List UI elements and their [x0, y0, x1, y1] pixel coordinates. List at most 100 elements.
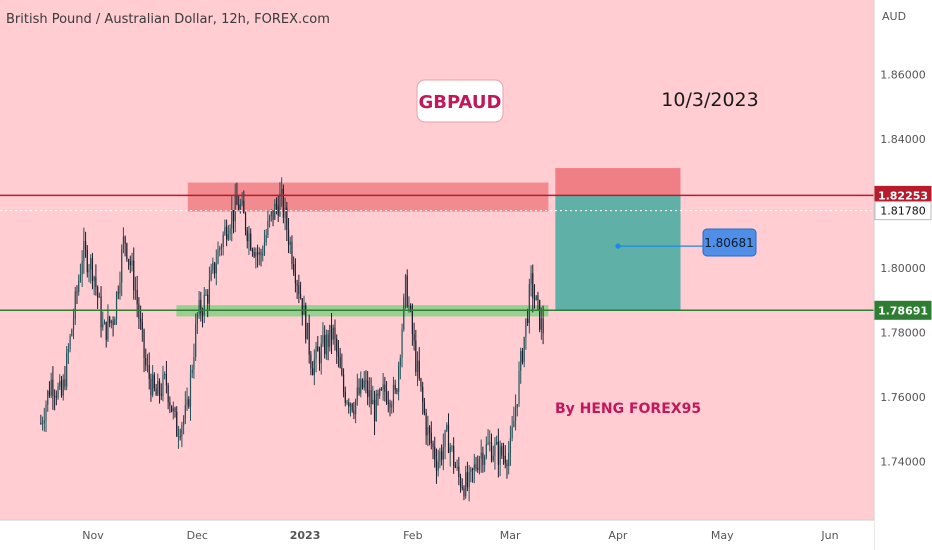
candle-body [317, 346, 319, 352]
time-tick-label: Nov [82, 529, 104, 542]
candle-body [172, 408, 174, 412]
candle-body [103, 321, 106, 325]
current-price-tag [874, 201, 932, 221]
candle-body [226, 226, 228, 240]
target-callout-dot[interactable] [615, 243, 621, 249]
candle-body [66, 352, 68, 387]
candle-body [134, 289, 137, 291]
candle-body [506, 463, 508, 467]
candle-body [88, 269, 90, 273]
candle-body [540, 318, 542, 330]
price-level-labels: 1.82253 1.81780 1.78691 [874, 185, 932, 320]
candle-body [246, 230, 248, 242]
levels-layer [0, 194, 874, 312]
candle-body [475, 464, 477, 469]
candle-body [377, 393, 379, 396]
candle-body [363, 380, 365, 388]
candle-body [480, 452, 482, 459]
candle-body [446, 424, 448, 431]
candle-body [236, 195, 238, 205]
candle-body [514, 407, 517, 421]
author-label: By HENG FOREX95 [555, 401, 701, 417]
candle-body [527, 318, 529, 324]
candle-body [401, 329, 403, 358]
candle-body [269, 215, 271, 221]
candle-body [441, 451, 443, 460]
candle-body [447, 424, 450, 453]
candle-body [195, 323, 197, 357]
stop-loss-zone[interactable] [555, 168, 681, 196]
candle-body [485, 443, 487, 457]
candle-body [231, 210, 233, 229]
candle-body [272, 210, 274, 220]
candle-body [291, 241, 293, 264]
candle-body [52, 379, 54, 396]
candle-body [90, 258, 92, 270]
candle-body [502, 455, 505, 457]
candle-body [100, 296, 102, 328]
candle-body [344, 391, 346, 403]
candle-body [244, 213, 247, 231]
target-callout-box[interactable] [702, 228, 757, 257]
candle-body [465, 472, 467, 497]
candle-body [141, 321, 143, 330]
candle-body [294, 272, 297, 284]
candle-body [250, 233, 252, 250]
candle-body [403, 296, 405, 330]
candle-body [213, 262, 216, 274]
candle-body [360, 379, 362, 394]
candle-body [449, 447, 451, 453]
candle-body [71, 329, 73, 336]
candle-body [102, 324, 104, 328]
candle-body [121, 249, 123, 283]
time-axis-ticks: Nov Dec 2023 Feb Mar Apr May Jun [82, 529, 838, 542]
candle-body [45, 404, 47, 421]
candle-body [408, 305, 410, 307]
price-tick-label: 1.80000 [880, 262, 926, 275]
candle-body [518, 370, 520, 405]
candle-body [93, 276, 95, 281]
time-axis[interactable] [0, 520, 874, 550]
candle-body [385, 391, 388, 403]
price-axis[interactable] [874, 0, 932, 550]
candle-body [434, 446, 436, 460]
candle-body [406, 275, 408, 307]
candle-body [253, 252, 255, 257]
candle-body [312, 368, 314, 376]
candle-body [487, 442, 489, 444]
support-price-label: 1.78691 [878, 304, 928, 317]
take-profit-zone[interactable] [555, 195, 681, 311]
candle-body [367, 380, 369, 397]
time-tick-label: Mar [500, 529, 521, 542]
candle-body [227, 234, 229, 240]
candle-body [410, 305, 412, 310]
candle-body [348, 402, 350, 407]
candle-body [461, 487, 463, 489]
candle-body [110, 320, 112, 324]
candle-body [427, 427, 429, 436]
candle-body [67, 348, 69, 353]
candle-body [127, 259, 130, 262]
candle-body [210, 270, 212, 281]
candle-body [422, 386, 424, 403]
candle-body [372, 399, 374, 405]
candle-body [152, 374, 154, 396]
candle-body [158, 381, 161, 395]
candle-body [76, 291, 78, 293]
candle-body [337, 352, 340, 357]
candle-body [375, 393, 377, 421]
candle-body [91, 258, 94, 281]
candle-body [69, 335, 71, 349]
candle-body [84, 241, 87, 250]
candle-body [509, 437, 512, 453]
candle-body [234, 195, 236, 222]
candle-body [165, 373, 168, 386]
candle-body [471, 468, 474, 470]
candle-body [196, 313, 198, 324]
candle-body [306, 322, 309, 340]
candle-body [318, 351, 321, 364]
candle-body [114, 319, 116, 326]
candle-body [468, 471, 470, 488]
candle-body [138, 304, 140, 319]
